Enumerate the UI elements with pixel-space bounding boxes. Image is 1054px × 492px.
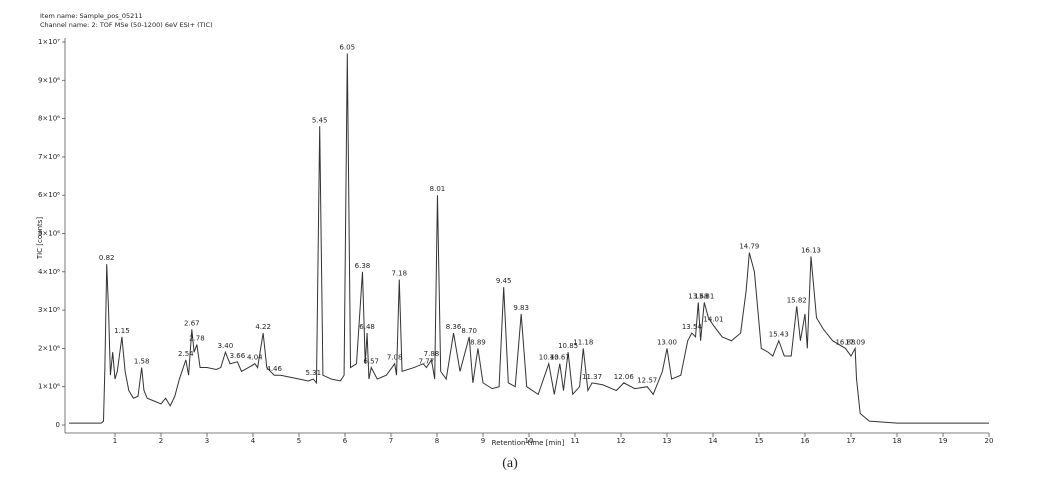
y-tick-label: 1×10⁶	[38, 383, 60, 391]
x-axis-label: Retention time [min]	[492, 439, 565, 447]
x-tick-label: 4	[251, 437, 256, 445]
peak-label: 12.57	[637, 377, 657, 385]
peak-label: 13.81	[694, 292, 714, 300]
peak-label: 9.45	[496, 277, 512, 285]
peak-label: 10.43	[539, 354, 559, 362]
peak-label: 13.68	[688, 292, 708, 300]
x-tick-label: 17	[847, 437, 856, 445]
x-tick-label: 13	[663, 437, 672, 445]
peak-label: 10.67	[550, 354, 570, 362]
peak-label: 8.70	[461, 327, 477, 335]
y-tick-label: 3×10⁶	[38, 306, 60, 314]
header-line: Channel name: 2: TOF MSe (50-1200) 6eV E…	[40, 21, 213, 29]
peak-label: 9.83	[513, 304, 529, 312]
peak-label: 7.88	[424, 350, 440, 358]
peak-label: 3.40	[218, 342, 234, 350]
x-tick-label: 5	[297, 437, 301, 445]
header-line: Item name: Sample_pos_05211	[40, 12, 143, 20]
peak-label: 16.13	[801, 246, 821, 254]
x-tick-label: 14	[709, 437, 718, 445]
peak-label: 0.82	[99, 254, 115, 262]
y-tick-label: 1×10⁷	[38, 38, 60, 46]
y-tick-label: 6×10⁶	[38, 191, 60, 199]
trace	[69, 53, 989, 424]
y-tick-label: 7×10⁶	[38, 153, 60, 161]
x-tick-label: 15	[755, 437, 764, 445]
peak-label: 8.89	[470, 338, 486, 346]
x-tick-label: 1	[113, 437, 117, 445]
x-tick-label: 2	[159, 437, 163, 445]
x-tick-label: 3	[205, 437, 209, 445]
peak-label: 13.00	[657, 338, 677, 346]
x-tick-label: 18	[893, 437, 902, 445]
peak-label: 2.54	[178, 350, 194, 358]
peak-label: 13.54	[682, 323, 703, 331]
peak-label: 7.18	[391, 269, 407, 277]
peak-label: 6.48	[359, 323, 375, 331]
y-tick-label: 4×10⁶	[38, 268, 60, 276]
x-tick-label: 9	[481, 437, 485, 445]
peak-label: 8.36	[446, 323, 462, 331]
peak-label: 11.18	[573, 338, 593, 346]
peak-label: 10.85	[558, 342, 578, 350]
y-tick-label: 2×10⁶	[38, 344, 60, 352]
peak-label: 2.78	[189, 335, 205, 343]
peak-label: 11.37	[582, 373, 602, 381]
y-tick-label: 0	[56, 421, 60, 429]
x-tick-label: 7	[389, 437, 393, 445]
peak-label: 14.79	[739, 243, 759, 251]
y-tick-label: 5×10⁶	[38, 230, 60, 238]
x-tick-label: 6	[343, 437, 348, 445]
peak-label: 14.01	[703, 315, 723, 323]
y-axis-label: TIC [counts]	[36, 217, 44, 261]
peak-label: 5.45	[312, 116, 328, 124]
peak-label: 6.57	[363, 358, 379, 366]
peak-label: 1.58	[134, 358, 150, 366]
peak-label: 1.15	[114, 327, 130, 335]
peak-label: 7.08	[387, 354, 403, 362]
x-tick-label: 11	[571, 437, 580, 445]
peak-label: 6.05	[340, 43, 356, 51]
peak-label: 12.06	[614, 373, 635, 381]
x-tick-label: 16	[801, 437, 810, 445]
x-tick-label: 8	[435, 437, 439, 445]
caption: (a)	[502, 456, 518, 471]
x-tick-label: 10	[525, 437, 534, 445]
peak-label: 4.46	[266, 365, 282, 373]
x-tick-label: 20	[985, 437, 994, 445]
peak-label: 16.88	[835, 338, 855, 346]
peak-label: 4.22	[255, 323, 271, 331]
peak-label: 5.31	[305, 369, 321, 377]
peak-label: 4.04	[247, 354, 263, 362]
peak-label: 6.38	[355, 262, 371, 270]
peak-label: 3.66	[230, 352, 246, 360]
x-tick-label: 12	[617, 437, 626, 445]
y-tick-label: 9×10⁶	[38, 76, 60, 84]
peak-label: 8.01	[430, 185, 446, 193]
peak-label: 15.82	[787, 296, 807, 304]
peak-label: 17.09	[845, 338, 865, 346]
peak-label: 2.67	[184, 319, 200, 327]
x-tick-label: 19	[939, 437, 948, 445]
y-tick-label: 8×10⁶	[38, 115, 60, 123]
peak-label: 15.43	[769, 331, 789, 339]
peak-label: 7.77	[419, 358, 435, 366]
